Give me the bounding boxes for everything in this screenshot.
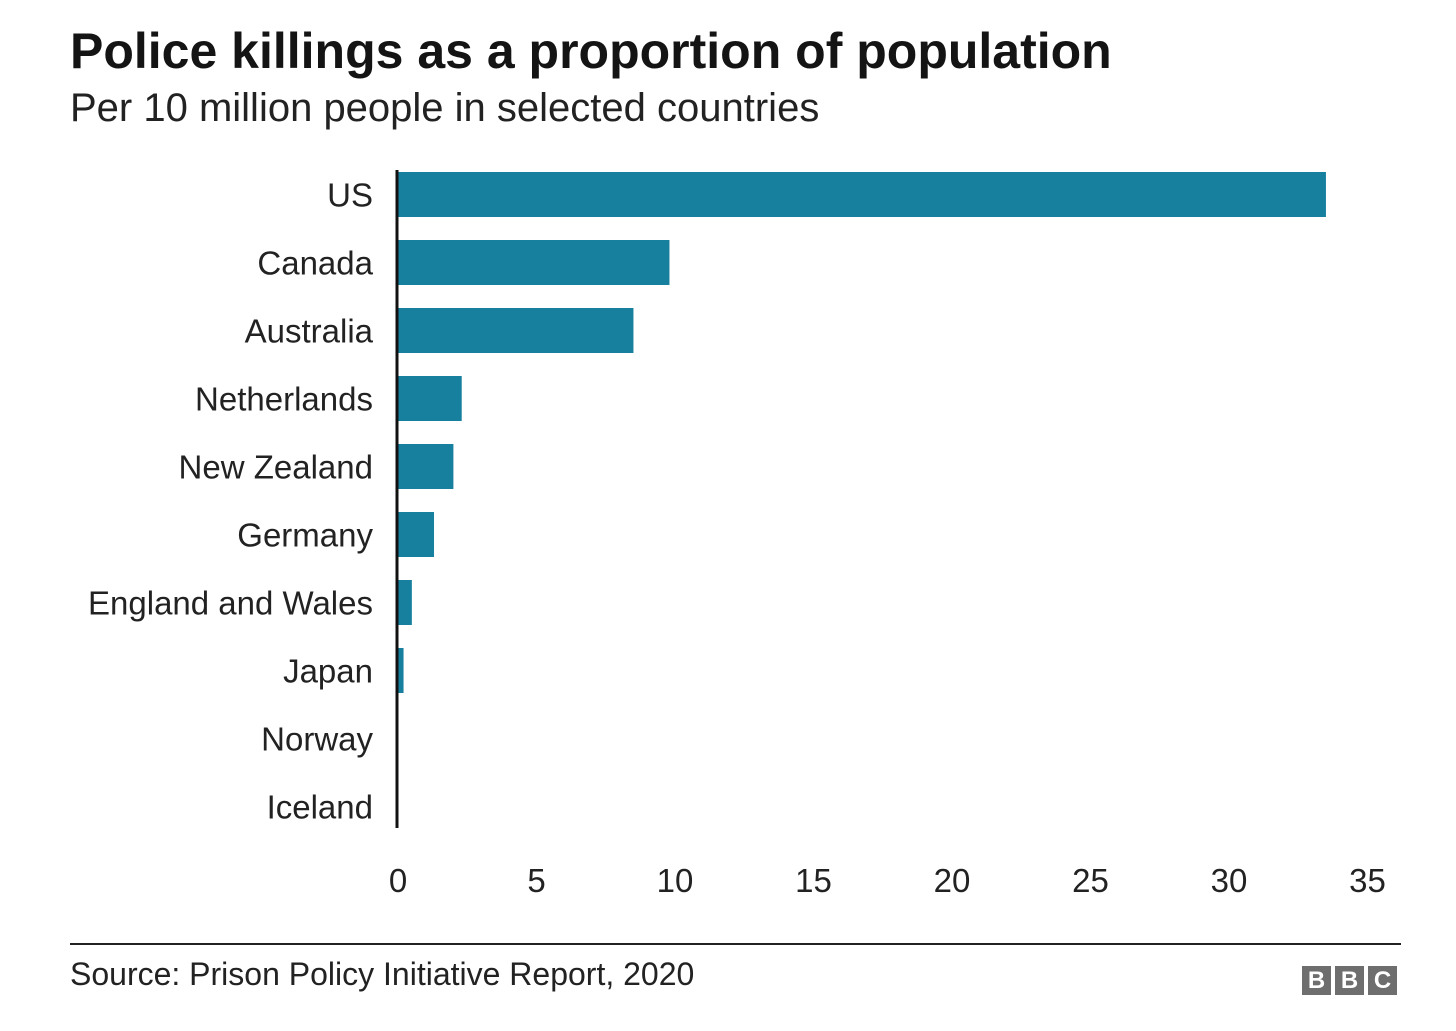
category-label: New Zealand xyxy=(179,449,373,486)
category-label: Germany xyxy=(237,517,373,554)
bbc-logo-letter: B xyxy=(1302,966,1331,995)
x-tick-label: 30 xyxy=(1211,862,1248,899)
x-tick-label: 35 xyxy=(1349,862,1386,899)
category-label: Canada xyxy=(257,245,373,282)
chart-title: Police killings as a proportion of popul… xyxy=(70,23,1112,79)
x-tick-label: 0 xyxy=(389,862,407,899)
category-label: England and Wales xyxy=(88,585,373,622)
x-tick-label: 5 xyxy=(527,862,545,899)
bbc-logo-letter: B xyxy=(1335,966,1364,995)
bar xyxy=(398,172,1326,217)
x-tick-label: 10 xyxy=(657,862,694,899)
category-label: Iceland xyxy=(267,789,373,826)
category-label: Norway xyxy=(261,721,373,758)
source-note: Source: Prison Policy Initiative Report,… xyxy=(70,956,695,992)
bar xyxy=(398,444,454,489)
footer-divider xyxy=(70,943,1401,945)
bar xyxy=(398,648,404,693)
bar xyxy=(398,580,412,625)
bar xyxy=(398,308,634,353)
x-tick-label: 25 xyxy=(1072,862,1109,899)
x-tick-label: 20 xyxy=(934,862,971,899)
x-tick-label: 15 xyxy=(795,862,832,899)
chart-subtitle: Per 10 million people in selected countr… xyxy=(70,86,820,130)
bar xyxy=(398,240,670,285)
bar-chart: US Canada Australia Netherlands New Zealand G… xyxy=(88,170,1386,899)
category-label: Netherlands xyxy=(195,381,373,418)
category-label: Japan xyxy=(283,653,373,690)
bar xyxy=(398,512,435,557)
bbc-logo: B B C xyxy=(1302,966,1397,995)
bar xyxy=(398,376,462,421)
category-label: US xyxy=(327,177,373,214)
category-label: Australia xyxy=(245,313,374,350)
bbc-logo-letter: C xyxy=(1368,966,1397,995)
